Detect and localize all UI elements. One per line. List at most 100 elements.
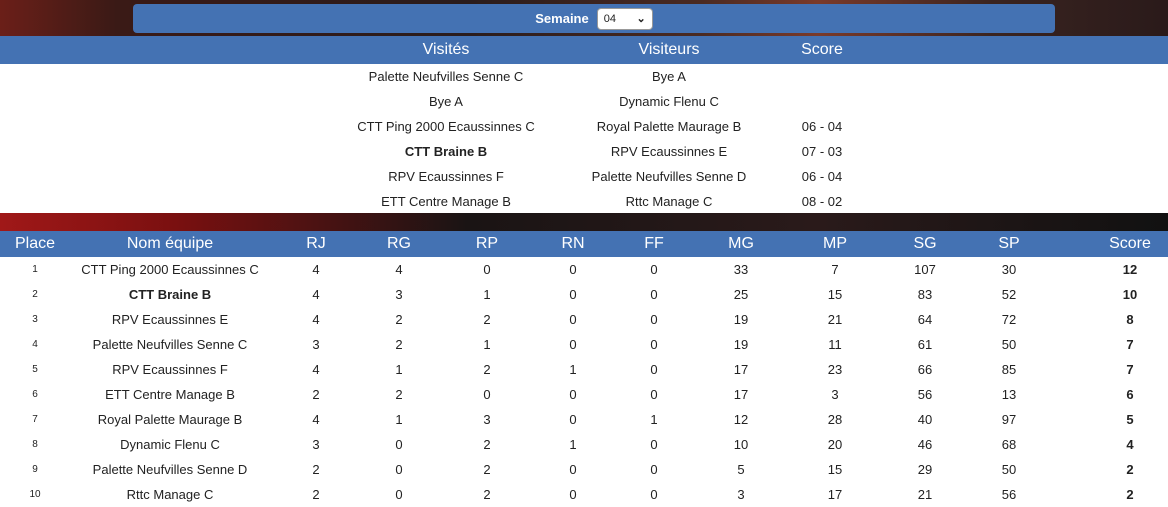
standings-cell-team: RPV Ecaussinnes F <box>112 362 228 377</box>
standings-cell-team: Rttc Manage C <box>126 487 214 502</box>
header-away: Visiteurs <box>638 41 700 58</box>
standings-cell-team: Palette Neufvilles Senne C <box>92 337 248 352</box>
standings-header-place: Place <box>14 235 56 252</box>
standings-header-rj: RJ <box>306 235 326 252</box>
match-away-team: Rttc Manage C <box>625 194 713 209</box>
match-home-team: ETT Centre Manage B <box>381 194 511 209</box>
standings-cell-rj: 2 <box>312 487 320 502</box>
standings-cell-score: 10 <box>1122 287 1138 302</box>
standings-cell-place: 9 <box>32 464 38 475</box>
standings-cell-place: 7 <box>32 414 38 425</box>
header-score: Score <box>801 41 843 58</box>
standings-cell-place: 6 <box>32 389 38 400</box>
match-score: 08 - 02 <box>801 194 843 209</box>
standings-cell-ff: 1 <box>650 412 658 427</box>
standings-header-rn: RN <box>561 235 585 252</box>
standings-cell-mp: 15 <box>827 462 843 477</box>
standings-row: 2 CTT Braine B 4 3 1 0 0 25 15 83 52 10 <box>0 282 1168 307</box>
standings-cell-rn: 0 <box>569 262 577 277</box>
standings-cell-ff: 0 <box>650 437 658 452</box>
standings-cell-team: ETT Centre Manage B <box>105 387 235 402</box>
standings-cell-mp: 17 <box>827 487 843 502</box>
standings-cell-rg: 2 <box>395 337 403 352</box>
standings-cell-rn: 0 <box>569 287 577 302</box>
standings-cell-rp: 2 <box>483 362 491 377</box>
standings-cell-rg: 2 <box>395 312 403 327</box>
standings-cell-rg: 4 <box>395 262 403 277</box>
match-home-team: CTT Ping 2000 Ecaussinnes C <box>357 119 535 134</box>
standings-cell-place: 2 <box>32 289 38 300</box>
standings-cell-mp: 15 <box>827 287 843 302</box>
standings-cell-place: 1 <box>32 264 38 275</box>
standings-header-rp: RP <box>475 235 499 252</box>
match-away-team: Bye A <box>652 69 686 84</box>
match-score <box>772 64 872 89</box>
match-score: 06 - 04 <box>801 169 843 184</box>
match-home-team: RPV Ecaussinnes F <box>388 169 504 184</box>
standings-cell-mg: 19 <box>733 337 749 352</box>
standings-cell-rj: 4 <box>312 262 320 277</box>
standings-cell-rj: 3 <box>312 437 320 452</box>
standings-cell-rg: 0 <box>395 462 403 477</box>
standings-cell-rp: 3 <box>483 412 491 427</box>
standings-header-team: Nom équipe <box>126 235 214 252</box>
standings-cell-rj: 3 <box>312 337 320 352</box>
match-row: Bye A Dynamic Flenu C <box>0 89 1168 114</box>
week-select[interactable]: 04 ⌄ <box>596 7 653 30</box>
standings-cell-rn: 0 <box>569 337 577 352</box>
standings-cell-score: 6 <box>1126 387 1134 402</box>
standings-cell-rg: 1 <box>395 412 403 427</box>
standings-row: 5 RPV Ecaussinnes F 4 1 2 1 0 17 23 66 85 7 <box>0 357 1168 382</box>
standings-cell-mp: 7 <box>831 262 839 277</box>
standings-cell-sp: 50 <box>1001 337 1017 352</box>
standings-cell-sg: 107 <box>914 262 936 277</box>
week-label: Semaine <box>535 11 589 26</box>
standings-cell-mg: 19 <box>733 312 749 327</box>
standings-cell-rp: 2 <box>483 462 491 477</box>
match-away-team: Royal Palette Maurage B <box>596 119 742 134</box>
match-score <box>772 89 872 114</box>
standings-cell-rn: 1 <box>569 437 577 452</box>
standings-cell-team: Dynamic Flenu C <box>120 437 220 452</box>
standings-cell-rn: 0 <box>569 387 577 402</box>
standings-table: Place Nom équipe RJ RG RP RN FF MG MP SG SP Score 1… <box>0 231 1168 507</box>
standings-cell-rp: 0 <box>483 387 491 402</box>
standings-cell-rg: 0 <box>395 487 403 502</box>
standings-cell-place: 8 <box>32 439 38 450</box>
standings-cell-team: CTT Ping 2000 Ecaussinnes C <box>81 262 259 277</box>
standings-cell-sg: 46 <box>917 437 933 452</box>
week-select-value: 04 <box>603 12 616 25</box>
standings-cell-mg: 3 <box>737 487 745 502</box>
standings-cell-rj: 4 <box>312 287 320 302</box>
standings-row: 4 Palette Neufvilles Senne C 3 2 1 0 0 19 11 61 50… <box>0 332 1168 357</box>
standings-cell-sg: 56 <box>917 387 933 402</box>
standings-cell-score: 7 <box>1126 362 1134 377</box>
match-away-team: Palette Neufvilles Senne D <box>591 169 747 184</box>
standings-cell-mp: 23 <box>827 362 843 377</box>
standings-cell-sg: 61 <box>917 337 933 352</box>
standings-cell-mg: 33 <box>733 262 749 277</box>
match-home-team: CTT Braine B <box>404 144 488 159</box>
standings-cell-rj: 2 <box>312 462 320 477</box>
standings-cell-rn: 0 <box>569 412 577 427</box>
standings-row: 3 RPV Ecaussinnes E 4 2 2 0 0 19 21 64 72 8 <box>0 307 1168 332</box>
week-selector-bar: Semaine 04 ⌄ <box>133 4 1055 33</box>
standings-header-sg: SG <box>913 235 937 252</box>
standings-cell-ff: 0 <box>650 387 658 402</box>
standings-cell-mg: 17 <box>733 362 749 377</box>
match-home-team: Bye A <box>429 94 463 109</box>
standings-cell-sp: 13 <box>1001 387 1017 402</box>
standings-cell-rp: 2 <box>483 312 491 327</box>
standings-cell-sg: 66 <box>917 362 933 377</box>
standings-cell-place: 5 <box>32 364 38 375</box>
background-banner-middle <box>0 213 1168 231</box>
standings-row: 10 Rttc Manage C 2 0 2 0 0 3 17 21 56 2 <box>0 482 1168 507</box>
standings-cell-team: RPV Ecaussinnes E <box>111 312 229 327</box>
standings-cell-sp: 68 <box>1001 437 1017 452</box>
standings-header-ff: FF <box>644 235 664 252</box>
standings-cell-mp: 3 <box>831 387 839 402</box>
standings-cell-team: CTT Braine B <box>128 287 212 302</box>
standings-header-sp: SP <box>998 235 1020 252</box>
standings-cell-rn: 0 <box>569 462 577 477</box>
matches-header-row: Visités Visiteurs Score <box>0 36 1168 64</box>
